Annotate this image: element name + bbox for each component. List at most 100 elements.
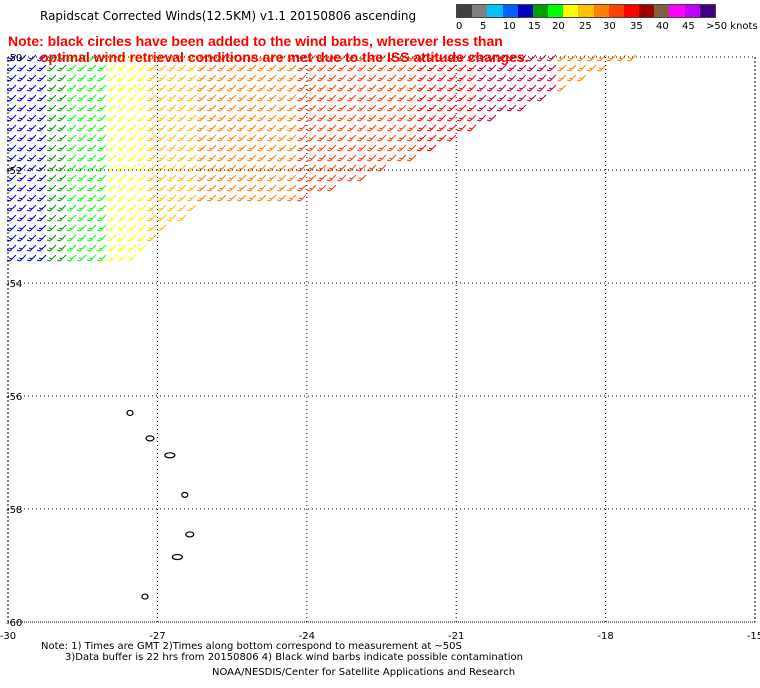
wind-barb — [46, 154, 57, 162]
wind-barb — [216, 194, 227, 202]
wind-barb — [176, 84, 187, 92]
wind-barb — [116, 224, 127, 232]
wind-barb — [316, 94, 327, 102]
wind-barb — [46, 144, 57, 152]
wind-barb — [6, 104, 17, 112]
wind-barb — [26, 204, 37, 212]
wind-barb — [146, 54, 157, 62]
wind-barb — [356, 94, 367, 102]
wind-barb — [166, 74, 177, 82]
wind-barb — [326, 154, 337, 162]
wind-barb — [46, 234, 57, 242]
wind-barb — [46, 244, 57, 252]
wind-barb — [206, 64, 217, 72]
wind-barb — [366, 114, 377, 122]
wind-barb — [246, 124, 257, 132]
wind-barb — [236, 74, 247, 82]
wind-barb — [296, 184, 307, 192]
wind-barb — [156, 114, 167, 122]
wind-barb — [256, 74, 267, 82]
wind-barb — [266, 104, 277, 112]
wind-barb — [396, 64, 407, 72]
wind-barb — [106, 214, 117, 222]
wind-barb — [486, 84, 497, 92]
wind-barb — [316, 54, 327, 62]
wind-barb — [26, 224, 37, 232]
wind-barb — [136, 104, 147, 112]
wind-barb — [46, 174, 57, 182]
wind-barb — [396, 74, 407, 82]
wind-barb — [186, 74, 197, 82]
wind-barb — [196, 144, 207, 152]
wind-barb — [96, 84, 107, 92]
wind-barb — [216, 134, 227, 142]
wind-barb — [426, 104, 437, 112]
wind-barb — [306, 64, 317, 72]
wind-barb — [356, 154, 367, 162]
wind-barb — [586, 64, 597, 72]
wind-barb — [46, 94, 57, 102]
wind-barb — [426, 64, 437, 72]
wind-barb — [26, 74, 37, 82]
wind-barb — [446, 74, 457, 82]
wind-barb — [256, 174, 267, 182]
wind-barb — [506, 74, 517, 82]
wind-barb — [366, 154, 377, 162]
wind-barb — [206, 74, 217, 82]
legend-swatch-7 — [563, 5, 579, 17]
legend-swatch-3 — [502, 5, 518, 17]
wind-barb — [126, 144, 137, 152]
wind-barb — [286, 84, 297, 92]
wind-barb — [336, 154, 347, 162]
wind-barb — [16, 94, 27, 102]
wind-barb — [186, 174, 197, 182]
wind-barb — [136, 244, 147, 252]
wind-barb — [176, 104, 187, 112]
wind-barb — [246, 134, 257, 142]
wind-barb — [386, 154, 397, 162]
wind-barb — [46, 84, 57, 92]
wind-barb — [46, 224, 57, 232]
wind-barb — [76, 244, 87, 252]
wind-barb — [176, 184, 187, 192]
wind-barb — [516, 84, 527, 92]
wind-barb — [146, 74, 157, 82]
wind-barb — [296, 114, 307, 122]
wind-barb — [256, 154, 267, 162]
wind-barb — [86, 194, 97, 202]
axis-labels: -30 -27 -24 -21 -18 -15 -50 -52 -54 -56 -58 -60 — [0, 53, 760, 642]
wind-barb — [136, 134, 147, 142]
wind-barb — [376, 54, 387, 62]
wind-barb — [346, 94, 357, 102]
wind-barb — [116, 174, 127, 182]
wind-barb — [56, 204, 67, 212]
wind-barb — [16, 214, 27, 222]
wind-barb — [306, 84, 317, 92]
wind-barb — [456, 84, 467, 92]
wind-barb — [26, 184, 37, 192]
wind-barb — [186, 134, 197, 142]
wind-barb — [216, 94, 227, 102]
wind-barb — [476, 104, 487, 112]
wind-barb — [386, 134, 397, 142]
wind-barb — [216, 154, 227, 162]
wind-barb — [326, 94, 337, 102]
wind-barb — [196, 94, 207, 102]
wind-barb — [206, 144, 217, 152]
legend-swatch-8 — [578, 5, 594, 17]
wind-barb — [96, 114, 107, 122]
wind-barb — [276, 104, 287, 112]
wind-barb — [276, 94, 287, 102]
wind-barb — [56, 224, 67, 232]
wind-barb — [196, 134, 207, 142]
wind-barb — [276, 64, 287, 72]
wind-barb — [96, 224, 107, 232]
wind-barb — [456, 64, 467, 72]
island-outline — [145, 435, 155, 442]
wind-barb — [36, 254, 47, 262]
wind-barb — [386, 104, 397, 112]
wind-barb — [226, 194, 237, 202]
wind-barb — [326, 74, 337, 82]
wind-barb — [36, 124, 47, 132]
wind-barb — [366, 124, 377, 132]
